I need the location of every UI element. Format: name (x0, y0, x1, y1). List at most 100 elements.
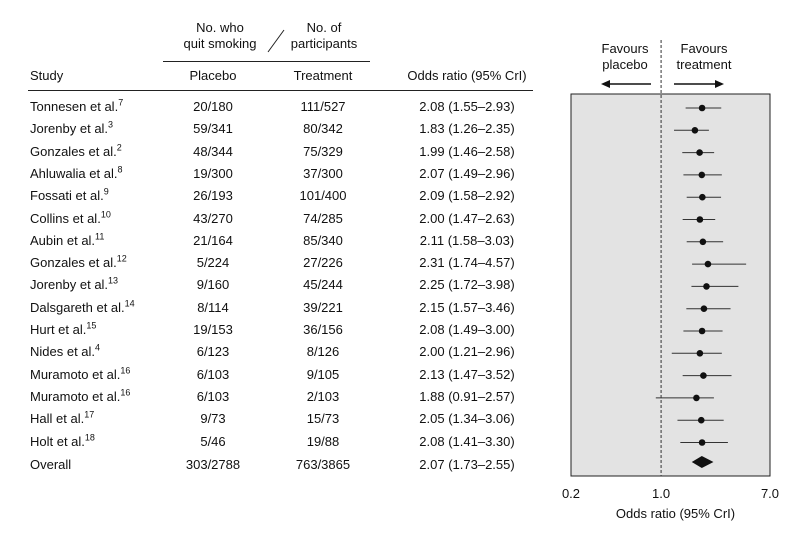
point-estimate (698, 171, 706, 179)
reference-number: 7 (118, 97, 124, 108)
odds-ratio-ci: 2.07 (1.49–2.96) (419, 165, 515, 181)
point-estimate (691, 127, 699, 134)
favours-treatment-label: Favours treatment (676, 41, 732, 72)
treatment-count: 2/103 (306, 388, 340, 404)
study-name: Dalsgareth et al.14 (30, 299, 135, 316)
study-name: Aubin et al.11 (30, 231, 105, 249)
study-name: Ahluwalia et al.8 (30, 164, 123, 182)
point-estimate (704, 260, 712, 268)
treatment-count: 37/300 (303, 165, 343, 181)
study-name: Jorenby et al.13 (30, 277, 118, 293)
point-estimate (696, 216, 704, 223)
favours-placebo-arrowhead (601, 80, 610, 88)
overall-treatment: 763/3865 (295, 457, 351, 472)
favours-treatment-arrowhead (715, 80, 724, 88)
placebo-count: 26/193 (193, 188, 233, 204)
reference-number: 2 (116, 142, 122, 153)
treatment-count: 27/226 (303, 255, 343, 271)
placebo-count: 5/46 (200, 433, 226, 449)
reference-number: 16 (120, 365, 131, 376)
point-estimate (698, 327, 706, 335)
study-author: Muramoto et al. (30, 388, 121, 404)
placebo-count: 6/103 (196, 366, 230, 382)
placebo-count: 19/153 (193, 322, 233, 337)
treatment-count: 75/329 (303, 143, 343, 159)
reference-number: 4 (95, 342, 101, 353)
treatment-count: 85/340 (303, 232, 343, 248)
point-estimate (699, 238, 707, 246)
study-name: Collins et al.10 (30, 210, 111, 227)
reference-number: 11 (95, 231, 105, 242)
study-author: Holt et al. (30, 433, 85, 449)
study-author: Jorenby et al. (30, 121, 109, 137)
placebo-count: 48/344 (193, 143, 233, 159)
treatment-count: 19/88 (306, 433, 340, 449)
overall-study: Overall (30, 457, 72, 472)
header-rule-bottom (28, 90, 533, 91)
odds-ratio-ci: 2.25 (1.72–3.98) (419, 277, 515, 293)
odds-ratio-ci: 2.15 (1.57–3.46) (419, 299, 515, 315)
study-author: Muramoto et al. (30, 366, 121, 382)
placebo-count: 20/180 (193, 99, 233, 114)
treatment-count: 15/73 (306, 411, 340, 427)
study-name: Holt et al.18 (30, 433, 95, 450)
treatment-count: 8/126 (306, 344, 340, 360)
odds-ratio-ci: 2.13 (1.47–3.52) (419, 366, 515, 382)
odds-ratio-ci: 1.99 (1.46–2.58) (419, 143, 515, 159)
placebo-count: 6/103 (196, 388, 230, 404)
x-tick-label: 0.2 (562, 486, 580, 501)
odds-ratio-ci: 2.05 (1.34–3.06) (419, 411, 515, 427)
point-estimate (700, 305, 708, 313)
study-column-header: Study (30, 68, 64, 83)
placebo-count: 6/123 (196, 344, 230, 360)
point-estimate (703, 283, 710, 290)
placebo-count: 9/160 (196, 277, 230, 293)
odds-ratio-ci: 1.83 (1.26–2.35) (419, 121, 515, 137)
odds-ratio-ci: 2.31 (1.74–4.57) (419, 255, 515, 271)
reference-number: 8 (117, 164, 123, 175)
placebo-count: 8/114 (197, 299, 229, 315)
odds-ratio-ci: 1.88 (0.91–2.57) (419, 388, 515, 404)
study-name: Hurt et al.15 (30, 321, 96, 338)
treatment-count: 9/105 (306, 366, 340, 382)
reference-number: 17 (84, 409, 95, 420)
favours-placebo-label: Favours placebo (601, 41, 649, 72)
odds-ratio-ci: 2.08 (1.55–2.93) (419, 99, 515, 114)
study-author: Dalsgareth et al. (30, 299, 125, 315)
study-name: Gonzales et al.2 (30, 142, 122, 160)
study-author: Jorenby et al. (30, 277, 109, 293)
study-author: Gonzales et al. (30, 255, 117, 271)
study-author: Fossati et al. (30, 188, 104, 204)
quit-smoking-header: No. who quit smoking (183, 20, 257, 51)
study-name: Fossati et al.9 (30, 187, 109, 204)
study-name: Tonnesen et al.7 (30, 97, 124, 115)
study-author: Nides et al. (30, 344, 96, 360)
study-name: Hall et al.17 (30, 409, 95, 427)
point-estimate (699, 193, 706, 201)
study-author: Tonnesen et al. (30, 99, 119, 114)
x-tick-label: 7.0 (761, 486, 779, 501)
odds-ratio-ci: 2.11 (1.58–3.03) (419, 232, 515, 248)
participants-header: No. of participants (290, 20, 358, 51)
reference-number: 12 (116, 253, 127, 264)
point-estimate (697, 416, 705, 424)
reference-number: 13 (108, 276, 119, 287)
reference-number: 16 (120, 387, 131, 398)
point-estimate (698, 439, 706, 446)
point-estimate (698, 104, 706, 112)
placebo-count: 43/270 (193, 210, 233, 226)
treatment-count: 101/400 (299, 188, 347, 204)
reference-number: 3 (108, 119, 114, 130)
treatment-count: 39/221 (303, 299, 343, 315)
header-rule-top (163, 61, 370, 62)
study-author: Aubin et al. (30, 232, 96, 248)
odds-ratio-ci: 2.09 (1.58–2.92) (419, 188, 515, 204)
study-name: Nides et al.4 (30, 342, 101, 360)
treatment-column-header: Treatment (293, 68, 353, 83)
study-author: Hall et al. (30, 411, 85, 427)
point-estimate (693, 394, 700, 402)
odds-ratio-ci: 2.08 (1.41–3.30) (419, 433, 515, 449)
placebo-count: 59/341 (193, 121, 233, 137)
